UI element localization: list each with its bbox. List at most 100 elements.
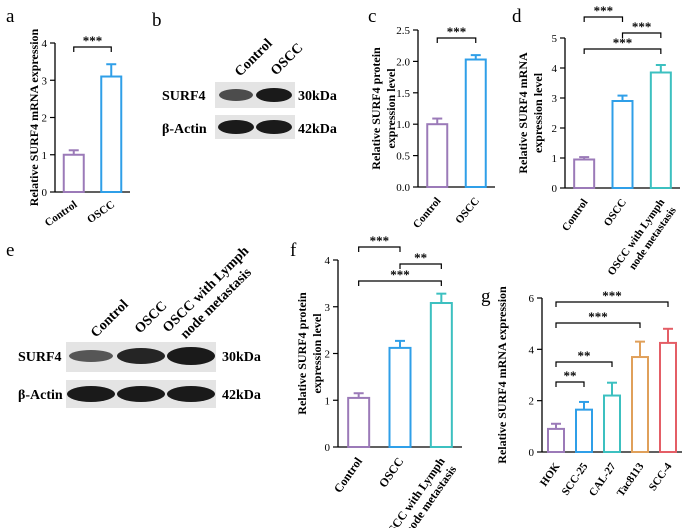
- significance-label: ***: [83, 33, 103, 48]
- significance-bracket: [436, 37, 477, 43]
- y-tick-label: 1: [42, 150, 48, 162]
- y-tick-label: 2.0: [396, 56, 410, 68]
- blot-protein-label: SURF4: [18, 350, 62, 365]
- y-axis-label-line: expression level: [531, 72, 545, 153]
- significance-label: ***: [588, 309, 608, 324]
- y-tick-label: 0: [529, 447, 535, 459]
- bar: [649, 71, 672, 189]
- y-tick-label: 1.0: [396, 119, 410, 131]
- bar: [575, 408, 593, 453]
- bar: [611, 100, 634, 189]
- bar: [100, 75, 123, 193]
- y-tick-label: 5: [552, 33, 558, 45]
- blot-band: [69, 350, 113, 362]
- significance-bracket: [555, 381, 585, 387]
- significance-label: ***: [390, 267, 410, 282]
- y-tick-label: 0.0: [396, 182, 410, 194]
- blot-lane-label: OSCC: [132, 299, 170, 337]
- significance-bracket: [583, 48, 662, 54]
- significance-bracket: [358, 280, 442, 286]
- y-tick-label: 4: [529, 344, 535, 356]
- bar: [429, 302, 453, 449]
- blot-protein-label: β-Actin: [162, 122, 207, 137]
- bar: [659, 341, 677, 453]
- y-axis-label: Relative SURF4 proteinexpression level: [295, 292, 324, 415]
- panel-letter-e: e: [6, 240, 14, 261]
- panel-letter-g: g: [481, 286, 491, 307]
- panel-letter-f: f: [290, 240, 297, 261]
- chart-panel-g: 0 2 4 6 Relative SURF4 mRNA expression HOK SCC…: [495, 286, 682, 499]
- x-tick-label: Control: [560, 197, 591, 234]
- y-tick-label: 0: [552, 183, 558, 195]
- significance-label: **: [578, 348, 591, 363]
- y-axis-label: Relative SURF4 mRNAexpression level: [516, 52, 545, 174]
- y-tick-label: 0: [325, 442, 331, 454]
- bar: [631, 356, 649, 453]
- y-tick-label: 0.5: [396, 151, 410, 163]
- blot-protein-label: SURF4: [162, 89, 206, 104]
- x-tick-label: Control: [43, 199, 80, 230]
- bar: [603, 394, 621, 453]
- y-tick-label: 1.5: [396, 88, 410, 100]
- blot-band: [167, 386, 215, 402]
- significance-label: ***: [370, 233, 390, 248]
- y-axis-label-line: Relative SURF4 protein: [369, 47, 383, 170]
- x-tick-label: OSCC: [602, 197, 629, 229]
- y-axis-label-line: Relative SURF4 mRNA: [516, 52, 530, 174]
- significance-label: ***: [613, 35, 633, 50]
- bar: [464, 58, 487, 188]
- y-tick-label: 3: [552, 93, 558, 105]
- x-tick-label: SCC-4: [647, 460, 675, 493]
- significance-bracket: [399, 263, 442, 269]
- significance-label: ***: [594, 3, 614, 18]
- y-tick-label: 2: [42, 113, 48, 125]
- significance-bracket: [555, 361, 613, 367]
- panel-letter-d: d: [512, 6, 522, 27]
- significance-bracket: [73, 46, 112, 52]
- chart-panel-d: 0 1 2 3 4 5 Relative SURF4 mRNAexpression leve…: [516, 3, 680, 278]
- x-tick-label: CAL-27: [587, 460, 619, 498]
- blot-band: [218, 120, 254, 134]
- chart-panel-c: 0.0 0.5 1.0 1.5 2.0 2.5 Relative SURF4 protein…: [369, 24, 495, 231]
- y-tick-label: 2.5: [396, 25, 410, 37]
- blot-size-label: 30kDa: [298, 89, 337, 104]
- blot-band: [256, 120, 292, 134]
- blot-lane-label: Control: [232, 36, 276, 80]
- panel-letter-b: b: [152, 10, 162, 31]
- y-tick-label: 3: [325, 302, 331, 314]
- significance-bracket: [358, 246, 401, 252]
- y-tick-label: 3: [42, 75, 48, 87]
- bar: [547, 427, 565, 453]
- y-tick-label: 0: [42, 187, 48, 199]
- significance-label: **: [414, 250, 427, 265]
- significance-label: **: [564, 368, 577, 383]
- blot-size-label: 42kDa: [298, 122, 337, 137]
- y-tick-label: 4: [552, 63, 558, 75]
- blot-protein-label: β-Actin: [18, 388, 63, 403]
- blot-band: [117, 386, 165, 402]
- y-axis-label: Relative SURF4 mRNA expression: [27, 28, 41, 206]
- y-tick-label: 4: [325, 255, 331, 267]
- y-tick-label: 2: [325, 349, 331, 361]
- y-axis-label-line: expression level: [384, 68, 398, 149]
- blot-lane-label: OSCC with Lymphnode metastasis: [160, 244, 264, 348]
- x-tick-label: Control: [411, 195, 444, 231]
- blot-band: [167, 347, 215, 365]
- significance-bracket: [555, 322, 641, 328]
- significance-label: ***: [447, 24, 467, 39]
- bar: [573, 158, 596, 189]
- blot-band: [67, 386, 115, 402]
- significance-bracket: [621, 32, 662, 38]
- significance-label: ***: [632, 19, 652, 34]
- blot-band: [117, 348, 165, 364]
- blot-e: Control OSCC OSCC with Lymphnode metasta…: [18, 244, 264, 408]
- chart-panel-f: 0 1 2 3 4 Relative SURF4 proteinexpression le…: [295, 233, 462, 528]
- y-tick-label: 1: [552, 153, 558, 165]
- y-tick-label: 2: [529, 396, 535, 408]
- panel-letter-c: c: [368, 6, 376, 27]
- y-tick-label: 1: [325, 395, 331, 407]
- blot-lane-label: Control: [88, 297, 132, 341]
- x-tick-label: Tac8113: [615, 460, 647, 499]
